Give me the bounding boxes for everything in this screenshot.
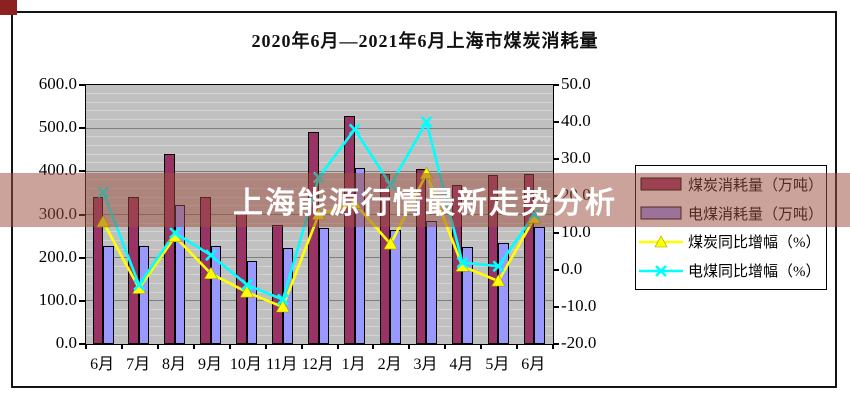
x-axis-tick — [85, 344, 87, 349]
left-axis-tick-label: 0.0 — [55, 333, 77, 352]
x-axis-tick — [228, 344, 231, 349]
electric-coal-consumption-bar — [103, 245, 114, 344]
electric-coal-growth-marker-x — [240, 278, 253, 291]
watermark-text: 上海能源行情最新走势分析 — [233, 187, 617, 220]
x-axis-tick — [480, 344, 483, 349]
electric-coal-growth-marker-x — [492, 260, 505, 273]
right-axis-tick — [553, 306, 559, 308]
x-axis-label: 10月 — [229, 356, 262, 373]
left-axis-tick — [79, 256, 85, 259]
left-axis-tick-label: 100.0 — [38, 289, 77, 309]
coal-consumption-bar — [415, 169, 427, 344]
coal-growth-marker-triangle — [275, 299, 290, 313]
right-axis-tick-label: -20.0 — [561, 333, 597, 352]
left-axis-tick — [79, 127, 85, 130]
x-axis-label: 8月 — [162, 356, 187, 373]
legend-item-label: 电煤同比增幅（%） — [688, 264, 821, 281]
left-axis-tick — [79, 343, 85, 345]
left-axis-tick-label: 200.0 — [38, 246, 77, 266]
gridline-minor — [86, 154, 553, 155]
coal-growth-marker-triangle — [491, 273, 506, 287]
right-axis-tick — [553, 84, 559, 86]
x-axis-tick — [444, 344, 447, 349]
right-axis-tick-label: -10.0 — [561, 296, 597, 315]
electric-coal-growth-marker-x — [276, 293, 289, 306]
corner-red-square-icon — [0, 0, 17, 15]
coal-growth-marker-triangle — [383, 236, 398, 250]
chart-title: 2020年6月—2021年6月上海市煤炭消耗量 — [251, 31, 599, 51]
x-axis-label: 12月 — [301, 356, 334, 373]
legend-swatch-line — [638, 234, 684, 250]
gridline-minor — [86, 136, 553, 137]
electric-coal-consumption-bar — [246, 261, 258, 344]
electric-coal-growth-marker-x — [420, 116, 433, 128]
watermark-banner: 上海能源行情最新走势分析 — [0, 173, 850, 227]
electric-coal-consumption-bar — [390, 230, 401, 344]
gridline-minor — [86, 102, 553, 103]
x-axis-tick — [264, 344, 267, 349]
electric-coal-growth-marker-x — [456, 256, 469, 269]
left-axis-tick — [79, 299, 85, 302]
coal-growth-marker-triangle — [203, 266, 218, 279]
gridline-major — [86, 128, 553, 129]
left-axis-tick-label: 500.0 — [38, 117, 77, 137]
x-axis-tick — [408, 344, 411, 349]
electric-coal-consumption-bar — [138, 246, 150, 344]
electric-coal-consumption-bar — [498, 242, 509, 344]
x-axis-label: 5月 — [485, 356, 510, 373]
x-axis-tick — [120, 344, 123, 349]
right-axis-tick — [553, 158, 559, 160]
legend-swatch-graphic — [639, 264, 683, 277]
electric-coal-consumption-bar — [462, 247, 473, 344]
x-axis-label: 4月 — [449, 356, 474, 373]
gridline-minor — [86, 162, 553, 163]
x-axis-label: 6月 — [521, 356, 546, 373]
electric-coal-consumption-bar — [318, 228, 329, 344]
x-axis-label: 3月 — [413, 356, 438, 373]
electric-coal-growth-marker-x — [348, 123, 361, 136]
gridline-minor — [86, 93, 553, 94]
x-axis-label: 9月 — [197, 356, 222, 373]
x-axis-label: 6月 — [90, 356, 115, 373]
right-axis-tick-label: 0.0 — [561, 259, 583, 278]
electric-coal-growth-marker-x — [169, 227, 181, 239]
left-axis-tick — [79, 84, 85, 86]
x-axis-tick — [552, 344, 554, 349]
gridline-minor — [86, 110, 553, 111]
right-axis-tick — [553, 232, 559, 234]
coal-growth-marker-triangle — [239, 285, 254, 298]
electric-coal-consumption-bar — [534, 227, 545, 344]
electric-coal-consumption-bar — [354, 168, 365, 344]
x-axis-label: 7月 — [126, 356, 151, 373]
x-axis-tick — [300, 344, 303, 349]
electric-coal-growth-marker-x — [133, 278, 146, 291]
right-axis-tick — [553, 343, 559, 345]
x-axis-tick — [156, 344, 159, 349]
left-axis-tick-label: 600.0 — [38, 74, 77, 93]
right-axis-tick-label: 30.0 — [561, 148, 591, 167]
x-axis-label: 2月 — [377, 356, 402, 373]
x-axis-tick — [372, 344, 375, 349]
electric-coal-consumption-bar — [210, 245, 222, 344]
x-axis-label: 1月 — [341, 356, 366, 373]
right-axis-tick-label: 50.0 — [561, 74, 591, 93]
right-axis-tick-label: 40.0 — [561, 111, 591, 130]
x-axis-tick — [516, 344, 519, 349]
gridline-minor — [86, 145, 553, 146]
electric-coal-growth-marker-x — [205, 249, 217, 262]
right-axis-tick — [553, 121, 559, 123]
gridline-major — [86, 171, 553, 172]
left-axis-tick — [79, 170, 85, 173]
coal-consumption-bar — [344, 116, 355, 344]
right-axis-tick — [553, 269, 559, 271]
legend-swatch-line — [638, 263, 684, 279]
legend-item: 煤炭同比增幅（%） — [638, 230, 824, 254]
x-axis-tick — [192, 344, 195, 349]
gridline-minor — [86, 119, 553, 120]
legend-swatch-graphic — [639, 235, 683, 248]
x-axis-tick — [336, 344, 339, 349]
x-axis-label: 11月 — [266, 356, 298, 373]
legend-item: 电煤同比增幅（%） — [638, 259, 824, 283]
legend-item-label: 煤炭同比增幅（%） — [688, 235, 821, 252]
